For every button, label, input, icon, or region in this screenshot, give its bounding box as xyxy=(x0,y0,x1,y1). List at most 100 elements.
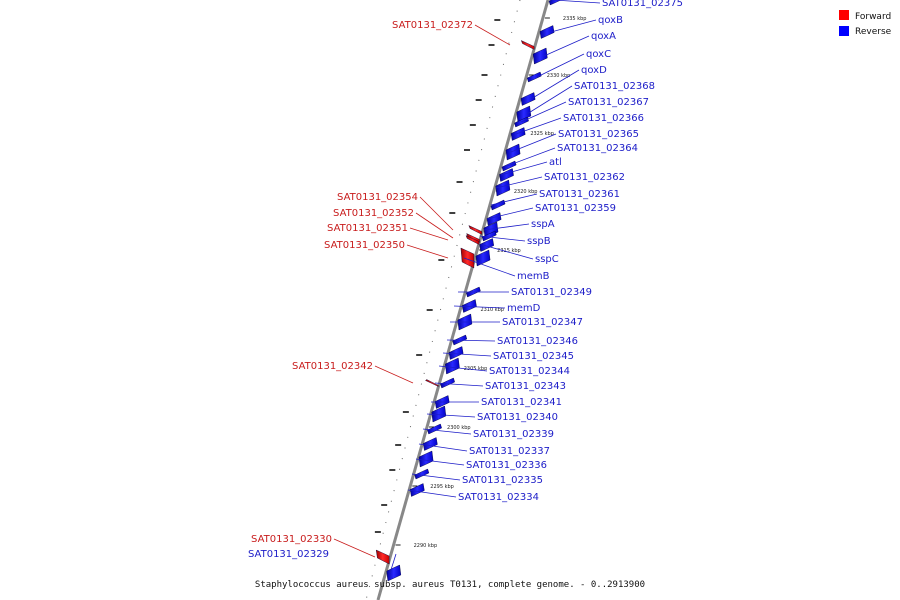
forward-gene-label[interactable]: SAT0131_02350 xyxy=(324,240,405,251)
reverse-gene-shape-26[interactable] xyxy=(431,405,447,423)
reverse-gene-label[interactable]: SAT0131_02337 xyxy=(469,446,550,457)
reverse-gene-shape-12[interactable] xyxy=(490,199,506,211)
forward-connector-1 xyxy=(419,196,454,231)
forward-gene-shape-3[interactable] xyxy=(465,235,480,245)
reverse-gene-label[interactable]: memB xyxy=(517,271,550,282)
legend-reverse-swatch xyxy=(839,26,849,36)
reverse-gene-label[interactable]: SAT0131_02361 xyxy=(539,189,620,200)
reverse-gene-label[interactable]: SAT0131_02334 xyxy=(458,492,539,503)
reverse-gene-label[interactable]: SAT0131_02329 xyxy=(248,549,329,560)
forward-gene-label[interactable]: SAT0131_02342 xyxy=(292,361,373,372)
reverse-gene-shape-2[interactable] xyxy=(532,47,548,65)
reverse-gene-shape-9[interactable] xyxy=(501,160,517,172)
reverse-gene-label[interactable]: qoxC xyxy=(586,49,611,60)
reverse-gene-label[interactable]: qoxA xyxy=(591,31,616,42)
reverse-gene-shape-16[interactable] xyxy=(479,238,495,252)
reverse-gene-shape-4[interactable] xyxy=(520,92,536,106)
forward-gene-label[interactable]: SAT0131_02352 xyxy=(333,208,414,219)
scale-tick-label: 2330 kbp xyxy=(547,73,571,79)
reverse-connector-12 xyxy=(490,193,538,206)
reverse-gene-label[interactable]: SAT0131_02362 xyxy=(544,172,625,183)
reverse-gene-label[interactable]: SAT0131_02365 xyxy=(558,129,639,140)
reverse-gene-label[interactable]: SAT0131_02341 xyxy=(481,397,562,408)
scale-tick-label: 2310 kbp xyxy=(480,307,504,313)
reverse-connector-32 xyxy=(389,553,397,574)
forward-connector-3 xyxy=(409,227,449,241)
reverse-gene-label[interactable]: atl xyxy=(549,157,562,168)
reverse-gene-shape-3[interactable] xyxy=(526,71,542,83)
reverse-connector-22 xyxy=(442,352,492,357)
legend-reverse-label: Reverse xyxy=(855,27,892,37)
reverse-gene-shape-22[interactable] xyxy=(448,346,464,360)
reverse-connector-29 xyxy=(415,458,465,466)
reverse-gene-shape-19[interactable] xyxy=(462,299,477,313)
reverse-gene-shape-1[interactable] xyxy=(539,25,555,39)
legend-forward-label: Forward xyxy=(855,12,891,22)
reverse-gene-shape-32[interactable] xyxy=(386,564,402,582)
legend: Forward Reverse xyxy=(839,10,892,37)
reverse-connector-15 xyxy=(479,235,526,242)
reverse-gene-label[interactable]: SAT0131_02339 xyxy=(473,429,554,440)
reverse-gene-shape-28[interactable] xyxy=(422,437,438,451)
reverse-gene-label[interactable]: SAT0131_02349 xyxy=(511,287,592,298)
forward-gene-shape-6[interactable] xyxy=(375,549,390,565)
reverse-gene-shape-30[interactable] xyxy=(414,468,430,480)
reverse-gene-label[interactable]: SAT0131_02359 xyxy=(535,203,616,214)
reverse-gene-shape-14[interactable] xyxy=(483,221,499,239)
reverse-gene-shape-7[interactable] xyxy=(510,127,526,141)
reverse-gene-label[interactable]: sspB xyxy=(527,236,551,247)
reverse-connector-17 xyxy=(463,257,516,277)
reverse-connector-3 xyxy=(536,53,585,78)
forward-gene-shape-4[interactable] xyxy=(460,247,475,269)
reverse-gene-shape-10[interactable] xyxy=(499,168,514,182)
reverse-gene-shape-24[interactable] xyxy=(440,377,455,389)
forward-gene-shape-1[interactable] xyxy=(468,225,483,235)
forward-gene-labels: SAT0131_02372 SAT0131_02354 SAT0131_02352 S… xyxy=(251,20,511,558)
reverse-connector-11 xyxy=(495,176,543,189)
reverse-gene-label[interactable]: SAT0131_02344 xyxy=(489,366,570,377)
reverse-gene-label[interactable]: sspA xyxy=(531,219,555,230)
reverse-gene-label[interactable]: SAT0131_02364 xyxy=(557,143,638,154)
reverse-gene-label[interactable]: SAT0131_02366 xyxy=(563,113,644,124)
reverse-gene-label[interactable]: SAT0131_02343 xyxy=(485,381,566,392)
forward-gene-label[interactable]: SAT0131_02372 xyxy=(392,20,473,31)
scale-tick-label: 2300 kbp xyxy=(447,425,471,431)
genome-caption: Staphylococcus aureus subsp. aureus T013… xyxy=(255,580,645,590)
reverse-gene-shape-5[interactable] xyxy=(516,105,532,123)
legend-forward-swatch xyxy=(839,10,849,20)
reverse-gene-shape-11[interactable] xyxy=(495,179,511,197)
scale-tick-label: 2335 kbp xyxy=(563,16,587,22)
reverse-gene-label[interactable]: qoxD xyxy=(581,65,607,76)
reverse-gene-label[interactable]: SAT0131_02340 xyxy=(477,412,558,423)
forward-gene-shape-5[interactable] xyxy=(425,379,439,387)
reverse-gene-shape-13[interactable] xyxy=(486,212,502,226)
forward-strand-marks xyxy=(374,19,501,533)
forward-gene-label[interactable]: SAT0131_02354 xyxy=(337,192,418,203)
dotted-guide-line xyxy=(365,0,521,600)
reverse-connector-4 xyxy=(530,69,580,100)
forward-gene-label[interactable]: SAT0131_02330 xyxy=(251,534,332,545)
reverse-gene-label[interactable]: sspC xyxy=(535,254,559,265)
reverse-gene-shape-8[interactable] xyxy=(505,143,521,161)
reverse-gene-label[interactable]: memD xyxy=(507,303,541,314)
reverse-gene-label[interactable]: SAT0131_02367 xyxy=(568,97,649,108)
reverse-gene-shape-15[interactable] xyxy=(481,230,497,242)
forward-gene-shape-0[interactable] xyxy=(520,40,535,50)
reverse-gene-label[interactable]: SAT0131_02335 xyxy=(462,475,543,486)
reverse-gene-label[interactable]: qoxB xyxy=(598,15,623,26)
forward-connector-0 xyxy=(474,24,511,46)
reverse-gene-label[interactable]: SAT0131_02346 xyxy=(497,336,578,347)
reverse-gene-label[interactable]: SAT0131_02345 xyxy=(493,351,574,362)
reverse-gene-label[interactable]: SAT0131_02347 xyxy=(502,317,583,328)
reverse-gene-shape-31[interactable] xyxy=(409,483,425,497)
reverse-gene-shape-0[interactable] xyxy=(548,0,563,6)
reverse-connector-13 xyxy=(486,207,534,220)
forward-connector-6 xyxy=(333,538,376,558)
reverse-gene-label[interactable]: SAT0131_02336 xyxy=(466,460,547,471)
reverse-gene-shape-27[interactable] xyxy=(427,423,442,435)
reverse-gene-label[interactable]: SAT0131_02368 xyxy=(574,81,655,92)
scale-tick-label: 2315 kbp xyxy=(497,248,521,254)
reverse-gene-label[interactable]: SAT0131_02375 xyxy=(602,0,683,9)
reverse-connector-9 xyxy=(506,147,556,167)
forward-gene-label[interactable]: SAT0131_02351 xyxy=(327,223,408,234)
